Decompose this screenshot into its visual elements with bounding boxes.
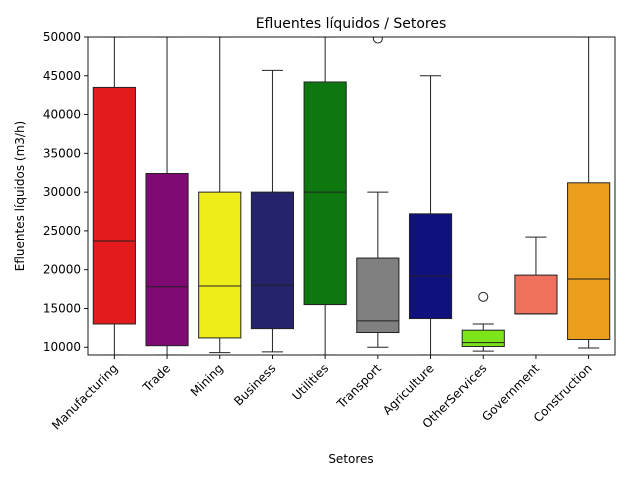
box-iqr (356, 257, 400, 334)
box-iqr (514, 274, 558, 315)
box-iqr (198, 191, 242, 339)
x-tick-label: Utilities (289, 361, 331, 403)
box-group-manufacturing (92, 37, 136, 355)
outlier-point (372, 37, 383, 44)
box-iqr (461, 329, 505, 347)
y-tick-label: 40000 (43, 108, 81, 122)
box-iqr (303, 81, 347, 306)
box-group-agriculture (408, 75, 453, 355)
box-iqr (92, 86, 136, 325)
box-group-mining (198, 37, 242, 354)
x-tick-label: Manufacturing (49, 361, 120, 432)
box-iqr (145, 173, 189, 347)
y-tick-label: 10000 (43, 340, 81, 354)
box-group-transport (356, 37, 400, 348)
x-tick-label: Agriculture (380, 361, 437, 418)
x-axis-label: Setores (328, 452, 373, 466)
y-tick-label: 20000 (43, 263, 81, 277)
y-tick-label: 45000 (43, 69, 81, 83)
x-tick-label: Transport (334, 361, 385, 412)
box-iqr (567, 182, 611, 340)
box-group-construction (567, 37, 611, 349)
x-tick-label: Business (231, 361, 278, 408)
chart-title: Efluentes líquidos / Setores (256, 16, 447, 32)
y-tick-label: 15000 (43, 301, 81, 315)
x-tick-label: Mining (188, 361, 226, 399)
y-tick-label: 50000 (43, 30, 81, 44)
x-axis: Manufacturing Trade Mining Business Utilitie… (49, 355, 595, 433)
box-group-government (514, 236, 558, 315)
plot-frame (87, 36, 616, 356)
box-group-business (250, 69, 295, 353)
box-group-trade (145, 37, 189, 355)
chart-marks (92, 37, 611, 355)
box-group-utilities (303, 37, 347, 355)
y-tick-label: 35000 (43, 146, 81, 160)
box-group-otherservices (461, 291, 505, 352)
y-axis-label: Efluentes líquidos (m3/h) (13, 121, 27, 271)
outlier-point (478, 291, 489, 302)
x-tick-label: Trade (139, 361, 173, 395)
y-tick-label: 30000 (43, 185, 81, 199)
box-iqr (408, 213, 453, 320)
y-axis: 10000 15000 20000 25000 30000 35000 40000 45000… (43, 30, 88, 354)
box-iqr (250, 191, 295, 330)
y-tick-label: 25000 (43, 224, 81, 238)
